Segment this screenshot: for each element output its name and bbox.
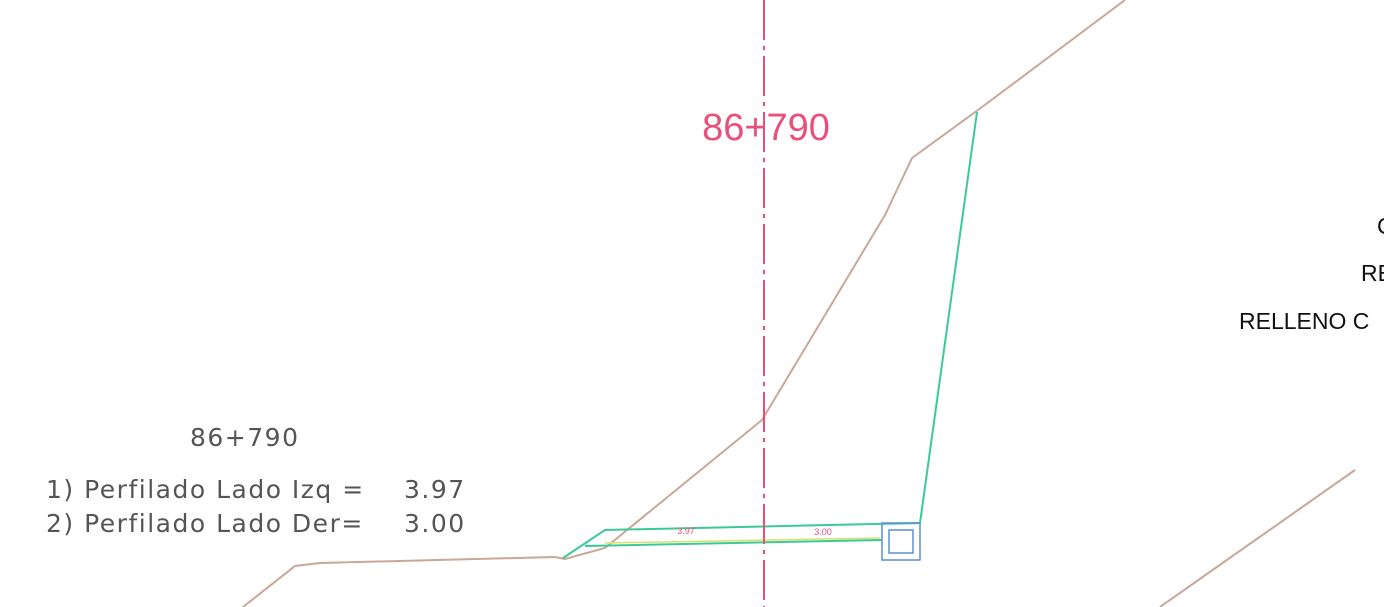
ditch — [881, 522, 921, 561]
info-value: 3.00 — [404, 509, 466, 538]
ditch-inner — [888, 529, 914, 554]
station-label: 86+790 — [702, 107, 830, 149]
geometry — [242, 0, 1356, 607]
info-title: 86+790 — [190, 423, 299, 452]
dimension-label: 3.97 — [677, 526, 695, 536]
subgrade-inner — [604, 537, 881, 544]
terrain-line — [242, 0, 1126, 607]
cut-section — [562, 111, 978, 559]
dimension-label: 3.00 — [814, 527, 832, 537]
info-value: 3.97 — [404, 475, 466, 504]
legend-text: C — [1377, 213, 1384, 239]
info-label: 2) Perfilado Lado Der= — [46, 509, 364, 538]
subgrade-line — [584, 539, 883, 547]
legend-text: RE — [1361, 260, 1384, 286]
info-label: 1) Perfilado Lado Izq = — [46, 475, 365, 504]
terrain-line-right — [1159, 469, 1356, 607]
legend-text: RELLENO C — [1239, 308, 1369, 334]
